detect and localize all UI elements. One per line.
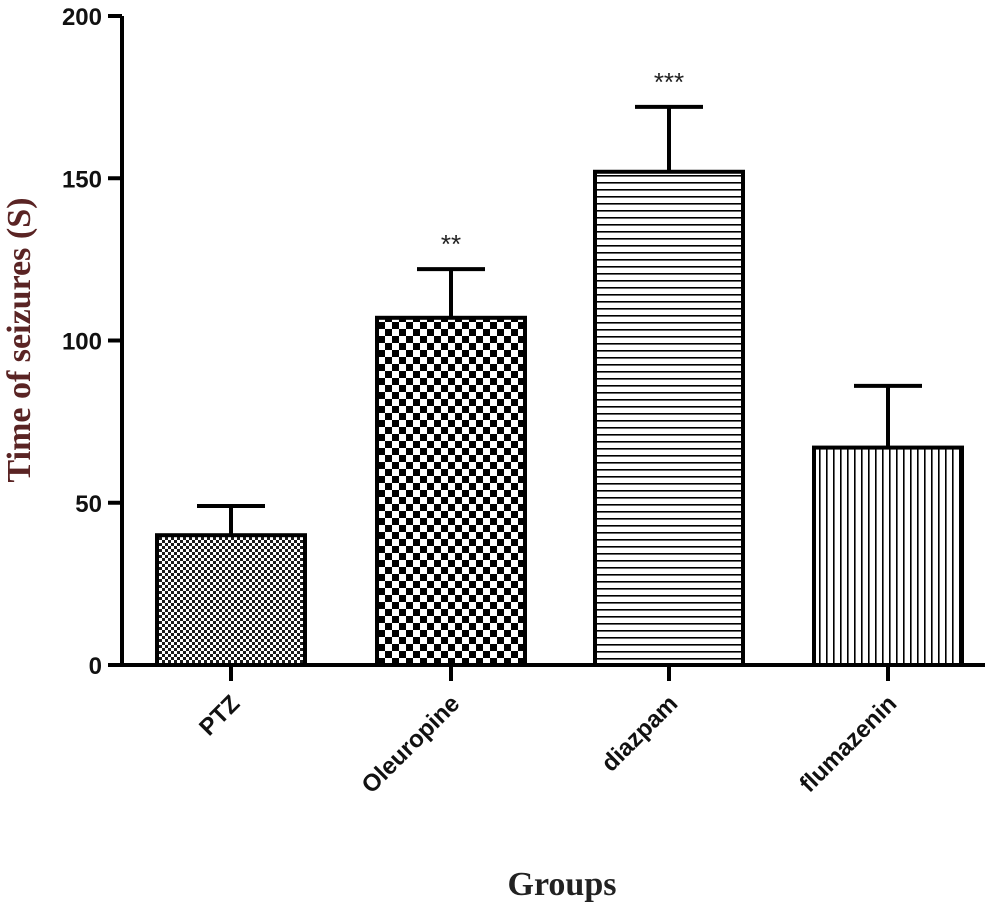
bar-oleuropine [375,315,527,667]
bar-ptz [155,533,307,668]
y-axis-title: Time of seizures (S) [1,198,38,483]
y-tick-label: 0 [89,653,102,680]
x-tick-label: PTZ [194,690,245,741]
x-axis-title: Groups [508,866,617,903]
y-tick-label: 150 [62,166,102,193]
y-tick-label: 200 [62,4,102,31]
bar-diazpam [593,169,745,667]
plot-area: 0 50 100 150 200 PTZ Oleuropine ** diazpam *** flu… [62,4,985,799]
x-tick-label: Oleuropine [357,690,466,799]
significance-label: *** [654,67,684,97]
x-tick-label: diazpam [596,690,683,777]
bar-flumazenin [812,445,964,667]
y-tick-label: 100 [62,329,102,356]
y-tick-label: 50 [75,491,102,518]
significance-label: ** [441,229,461,259]
x-tick-label: flumazenin [795,690,903,798]
